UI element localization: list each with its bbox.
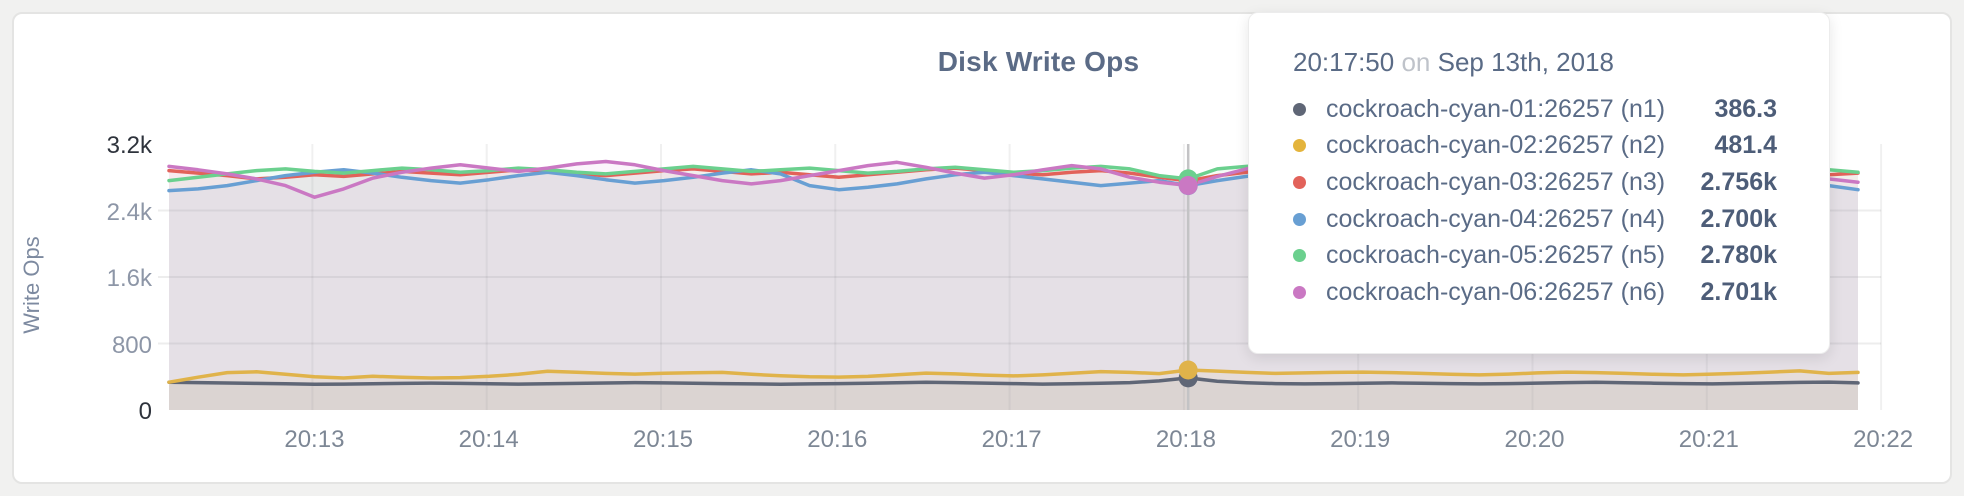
tooltip-header: 20:17:50 on Sep 13th, 2018 [1293, 45, 1777, 79]
series-value: 386.3 [1714, 94, 1777, 123]
series-name: cockroach-cyan-04:26257 (n4) [1326, 204, 1666, 233]
series-value: 2.700k [1700, 204, 1777, 233]
series-color-dot-icon [1293, 285, 1306, 299]
series-line [167, 376, 1860, 386]
series-name: cockroach-cyan-06:26257 (n6) [1326, 277, 1666, 306]
x-tick-label: 20:18 [1155, 426, 1216, 453]
x-tick-label: 20:13 [284, 426, 345, 453]
series-color-dot-icon [1293, 212, 1306, 226]
series-line [167, 368, 1860, 384]
series-value: 2.756k [1700, 167, 1777, 196]
series-color-dot-icon [1293, 102, 1306, 116]
x-tick-label: 20:16 [807, 426, 868, 453]
tooltip-row: cockroach-cyan-06:26257 (n6) 2.701k [1293, 274, 1777, 311]
y-tick-label: 1.6k [106, 265, 152, 292]
chart-title: Disk Write Ops [937, 46, 1140, 77]
y-tick-label: 3.2k [106, 132, 152, 159]
x-tick-label: 20:21 [1678, 426, 1739, 453]
tooltip-connector: on [1401, 47, 1431, 77]
tooltip-row: cockroach-cyan-02:26257 (n2) 481.4 [1293, 128, 1777, 165]
tooltip-row: cockroach-cyan-05:26257 (n5) 2.780k [1293, 237, 1777, 274]
y-tick-label: 0 [138, 398, 152, 425]
hover-dots [1178, 169, 1198, 388]
series-color-dot-icon [1293, 139, 1306, 153]
tooltip-rows: cockroach-cyan-01:26257 (n1) 386.3 cockroa… [1293, 91, 1777, 311]
y-tick-label: 2.4k [106, 198, 152, 226]
hover-dot [1178, 176, 1198, 195]
x-tick-label: 20:14 [458, 426, 519, 453]
x-tick-label: 20:19 [1330, 426, 1391, 453]
series-name: cockroach-cyan-02:26257 (n2) [1326, 131, 1666, 160]
series-name: cockroach-cyan-03:26257 (n3) [1326, 167, 1666, 196]
x-tick-label: 20:20 [1504, 426, 1565, 453]
hover-tooltip: 20:17:50 on Sep 13th, 2018 cockroach-cya… [1248, 12, 1830, 354]
series-value: 481.4 [1714, 131, 1777, 160]
tooltip-row: cockroach-cyan-03:26257 (n3) 2.756k [1293, 164, 1777, 201]
series-color-dot-icon [1293, 175, 1306, 189]
series-name: cockroach-cyan-05:26257 (n5) [1326, 241, 1666, 270]
x-tick-label: 20:22 [1853, 426, 1914, 453]
tooltip-time: 20:17:50 [1293, 47, 1395, 77]
series-name: cockroach-cyan-01:26257 (n1) [1326, 94, 1666, 123]
x-tick-label: 20:17 [981, 426, 1042, 453]
series-value: 2.701k [1700, 277, 1777, 306]
hover-dot [1178, 360, 1198, 380]
tooltip-row: cockroach-cyan-01:26257 (n1) 386.3 [1293, 91, 1777, 128]
series-value: 2.780k [1700, 241, 1777, 270]
series-color-dot-icon [1293, 249, 1306, 263]
y-tick-label: 800 [111, 331, 152, 359]
x-tick-label: 20:15 [632, 426, 694, 453]
tooltip-row: cockroach-cyan-04:26257 (n4) 2.700k [1293, 201, 1777, 238]
tooltip-date: Sep 13th, 2018 [1437, 47, 1614, 77]
